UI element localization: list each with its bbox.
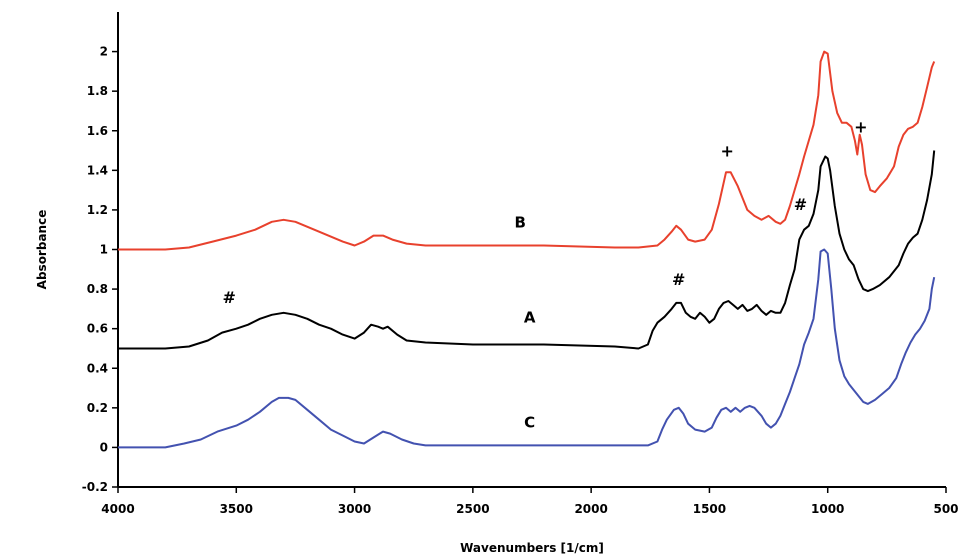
hash-marker: # [794,195,807,214]
x-tick-label: 3000 [338,502,371,516]
plus-marker: + [720,141,733,160]
y-tick-label: 2 [100,45,108,59]
hash-marker: # [222,288,235,307]
y-tick-label: 1.6 [87,124,108,138]
y-tick-label: 0.8 [87,282,108,296]
x-tick-label: 2500 [456,502,489,516]
y-axis-title: Absorbance [35,210,49,290]
y-tick-label: 1.8 [87,84,108,98]
x-tick-label: 3500 [220,502,253,516]
y-tick-label: 0.6 [87,322,108,336]
y-tick-label: 1.4 [87,163,108,177]
x-tick-label: 500 [933,502,958,516]
x-tick-label: 1500 [693,502,726,516]
series-label-b: B [514,214,525,232]
x-ticks: 4000 3500 3000 2500 2000 1500 1000 500 [101,487,958,516]
y-tick-label: 0.4 [87,361,108,375]
series-lines [118,52,934,448]
y-tick-label: 1 [100,243,108,257]
x-tick-label: 1000 [811,502,844,516]
y-tick-label: 0 [100,440,108,454]
hash-marker: # [672,270,685,289]
y-tick-label: 1.2 [87,203,108,217]
series-label-c: C [524,414,535,432]
x-tick-label: 4000 [101,502,134,516]
y-ticks: -0.2 0 0.2 0.4 0.6 0.8 1 1.2 1.4 1.6 1.8 2 [82,45,118,494]
series-label-a: A [524,309,536,327]
y-tick-label: -0.2 [82,480,108,494]
x-axis-title: Wavenumbers [1/cm] [460,541,604,555]
annotations: # # # + + [222,118,867,307]
plus-marker: + [854,118,867,137]
x-tick-label: 2000 [574,502,607,516]
y-tick-label: 0.2 [87,401,108,415]
